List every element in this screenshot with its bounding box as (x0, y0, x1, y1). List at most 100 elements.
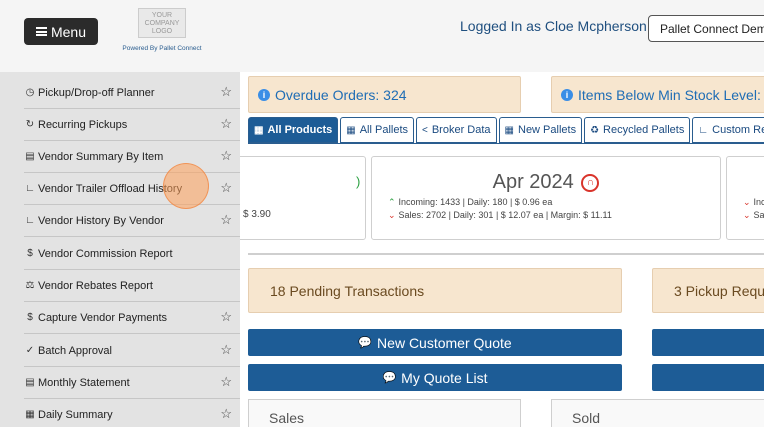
sidebar-item-label: Vendor Rebates Report (38, 279, 153, 292)
sales-stat: ⌄ Sales: 2702 | Daily: 301 | $ 12.07 ea |… (388, 210, 612, 221)
sidebar-item-history-by-vendor[interactable]: ∟ Vendor History By Vendor ☆ (24, 205, 240, 237)
chart-icon: ∟ (25, 215, 35, 226)
pending-transactions-box[interactable]: 18 Pending Transactions (248, 268, 622, 313)
dollar-icon: $ (27, 248, 33, 259)
sad-face-icon: ∩ (581, 173, 600, 192)
star-icon[interactable]: ☆ (220, 84, 232, 99)
sidebar-item-vendor-payments[interactable]: $ Capture Vendor Payments ☆ (24, 302, 240, 334)
pallet-icon: ▤ (25, 151, 35, 162)
min-stock-text: Items Below Min Stock Level: 1 (578, 86, 764, 103)
menu-button-label: Menu (50, 23, 87, 40)
chart-icon: ∟ (698, 124, 709, 136)
sidebar-item-vendor-summary[interactable]: ▤ Vendor Summary By Item ☆ (24, 141, 240, 173)
tab-label: Custom Recycle (712, 124, 764, 136)
arrow-down-icon: ⌄ (388, 210, 396, 220)
trend-icon: ) (356, 174, 361, 189)
star-icon[interactable]: ☆ (220, 342, 232, 357)
pickup-requests-box[interactable]: 3 Pickup Requests (652, 268, 764, 313)
section-divider (248, 253, 764, 255)
comment-icon: 💬 (382, 372, 397, 384)
comment-icon: 💬 (358, 337, 373, 349)
star-icon[interactable]: ☆ (220, 374, 232, 389)
sidebar-item-pickup-planner[interactable]: ◷ Pickup/Drop-off Planner ☆ (24, 77, 240, 109)
powered-by-text: Powered By Pallet Connect (122, 45, 202, 52)
new-quote-label: New Customer Quote (377, 334, 512, 351)
incoming-text: Incoming: 1433 | Daily: 180 | $ 0.96 ea (398, 197, 553, 207)
recycle-icon: ♻ (590, 124, 600, 136)
sidebar-item-trailer-offload[interactable]: ∟ Vendor Trailer Offload History ☆ (24, 173, 240, 205)
pallets-icon: ▦ (254, 124, 264, 136)
menu-button[interactable]: Menu (24, 18, 98, 45)
sidebar-item-label: Vendor Summary By Item (38, 150, 164, 163)
product-tabs: ▦ All Products ▦ All Pallets < Broker Da… (248, 117, 764, 143)
tab-label: Recycled Pallets (603, 124, 685, 136)
pending-transactions-text: 18 Pending Transactions (270, 282, 425, 299)
sidebar-item-label: Batch Approval (38, 344, 112, 357)
star-icon[interactable]: ☆ (220, 212, 232, 227)
table-icon: ▦ (25, 409, 35, 420)
tab-label: All Products (267, 124, 333, 136)
clock-icon: ◷ (25, 87, 35, 98)
prev-month-card: ) $ 3.90 (240, 156, 366, 240)
sales-panel-title: Sales (269, 410, 305, 426)
sidebar-item-label: Recurring Pickups (38, 118, 128, 131)
top-header: Menu YOUR COMPANY LOGO Powered By Pallet… (0, 0, 764, 72)
next-incoming-text: Inc (753, 197, 764, 207)
main-content: i Overdue Orders: 324 i Items Below Min … (240, 72, 764, 427)
chart-icon: ∟ (25, 183, 35, 194)
arrow-up-icon: ⌃ (388, 197, 396, 207)
month-label: Apr 2024 (492, 171, 574, 193)
overdue-orders-alert[interactable]: i Overdue Orders: 324 (248, 76, 521, 113)
month-title: Apr 2024 ∩ (372, 171, 720, 194)
scale-icon: ⚖ (25, 280, 35, 291)
right-action-button-2[interactable] (652, 364, 764, 391)
sales-panel: Sales (248, 399, 521, 427)
next-sales-stat: ⌄ Sa (743, 210, 764, 221)
info-icon: i (561, 88, 573, 101)
company-select[interactable]: Pallet Connect Demo (648, 15, 764, 42)
tab-broker-data[interactable]: < Broker Data (416, 117, 497, 143)
tab-underline (248, 143, 764, 144)
right-action-button-1[interactable] (652, 329, 764, 356)
tab-all-pallets[interactable]: ▦ All Pallets (340, 117, 414, 143)
star-icon[interactable]: ☆ (220, 309, 232, 324)
arrow-down-icon: ⌄ (743, 210, 751, 220)
sidebar-item-monthly-statement[interactable]: ▤ Monthly Statement ☆ (24, 367, 240, 399)
info-icon: i (258, 88, 270, 101)
sidebar-item-daily-summary[interactable]: ▦ Daily Summary ☆ (24, 399, 240, 427)
sales-text: Sales: 2702 | Daily: 301 | $ 12.07 ea | … (398, 210, 612, 220)
my-quote-list-button[interactable]: 💬 My Quote List (248, 364, 622, 391)
hamburger-icon (35, 27, 47, 36)
tab-custom-recycle[interactable]: ∟ Custom Recycle (692, 117, 764, 143)
star-icon[interactable]: ☆ (220, 406, 232, 421)
sold-panel: Sold (551, 399, 764, 427)
min-stock-alert[interactable]: i Items Below Min Stock Level: 1 (551, 76, 764, 113)
sidebar-item-batch-approval[interactable]: ✓ Batch Approval ☆ (24, 335, 240, 367)
tab-all-products[interactable]: ▦ All Products (248, 117, 339, 143)
sidebar-item-rebates-report[interactable]: ⚖ Vendor Rebates Report (24, 270, 240, 302)
star-icon[interactable]: ☆ (220, 148, 232, 163)
star-icon[interactable]: ☆ (220, 180, 232, 195)
next-incoming-stat: ⌄ Inc (743, 197, 764, 208)
share-icon: < (422, 124, 428, 136)
pallets-icon: ▦ (504, 124, 514, 136)
sidebar-item-label: Pickup/Drop-off Planner (38, 86, 155, 99)
sidebar: ◷ Pickup/Drop-off Planner ☆ ↻ Recurring … (0, 72, 240, 427)
list-icon: ▤ (25, 377, 35, 388)
tab-new-pallets[interactable]: ▦ New Pallets (498, 117, 583, 143)
sidebar-item-commission-report[interactable]: $ Vendor Commission Report (24, 238, 240, 270)
new-customer-quote-button[interactable]: 💬 New Customer Quote (248, 329, 622, 356)
company-logo: YOUR COMPANY LOGO (138, 8, 186, 38)
prev-month-value: $ 3.90 (243, 209, 271, 220)
check-icon: ✓ (25, 345, 35, 356)
sidebar-item-recurring-pickups[interactable]: ↻ Recurring Pickups ☆ (24, 109, 240, 141)
incoming-stat: ⌃ Incoming: 1433 | Daily: 180 | $ 0.96 ea (388, 197, 552, 208)
current-month-card: Apr 2024 ∩ ⌃ Incoming: 1433 | Daily: 180 … (371, 156, 721, 240)
tab-recycled-pallets[interactable]: ♻ Recycled Pallets (584, 117, 691, 143)
pallets-icon: ▦ (346, 124, 356, 136)
next-sales-text: Sa (753, 210, 764, 220)
sidebar-item-label: Vendor Trailer Offload History (38, 182, 183, 195)
tab-label: Broker Data (431, 124, 491, 136)
star-icon[interactable]: ☆ (220, 116, 232, 131)
next-month-card: ⌄ Inc ⌄ Sa (726, 156, 764, 240)
